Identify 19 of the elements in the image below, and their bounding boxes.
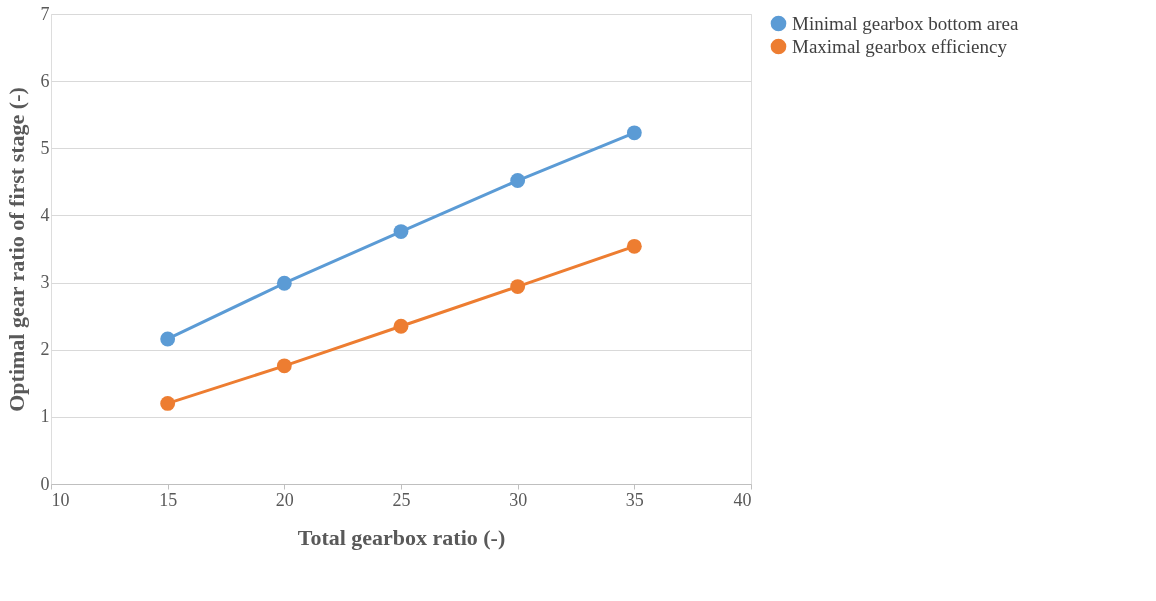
x-tick-label: 25 (392, 489, 411, 510)
y-axis-title: Optimal gear ratio of first stage (-) (3, 87, 29, 412)
y-tick-label: 7 (40, 3, 50, 24)
legend-label: Minimal gearbox bottom area (792, 12, 1019, 34)
y-tick-label: 0 (40, 473, 50, 494)
y-tick-label: 6 (40, 70, 50, 91)
x-tick-label: 40 (733, 489, 752, 510)
x-tick-label: 10 (51, 489, 70, 510)
y-tick-label: 2 (40, 339, 50, 360)
x-tick-label: 35 (625, 489, 644, 510)
x-tick-label: 15 (159, 489, 178, 510)
legend-label: Maximal gearbox efficiency (792, 35, 1008, 57)
y-tick-label: 3 (40, 272, 50, 293)
x-tick-label: 20 (275, 489, 294, 510)
x-axis-title: Total gearbox ratio (-) (297, 524, 506, 550)
y-tick-label: 4 (40, 204, 50, 225)
y-tick-label: 5 (40, 137, 50, 158)
x-tick-label: 30 (509, 489, 528, 510)
y-tick-label: 1 (40, 406, 50, 427)
